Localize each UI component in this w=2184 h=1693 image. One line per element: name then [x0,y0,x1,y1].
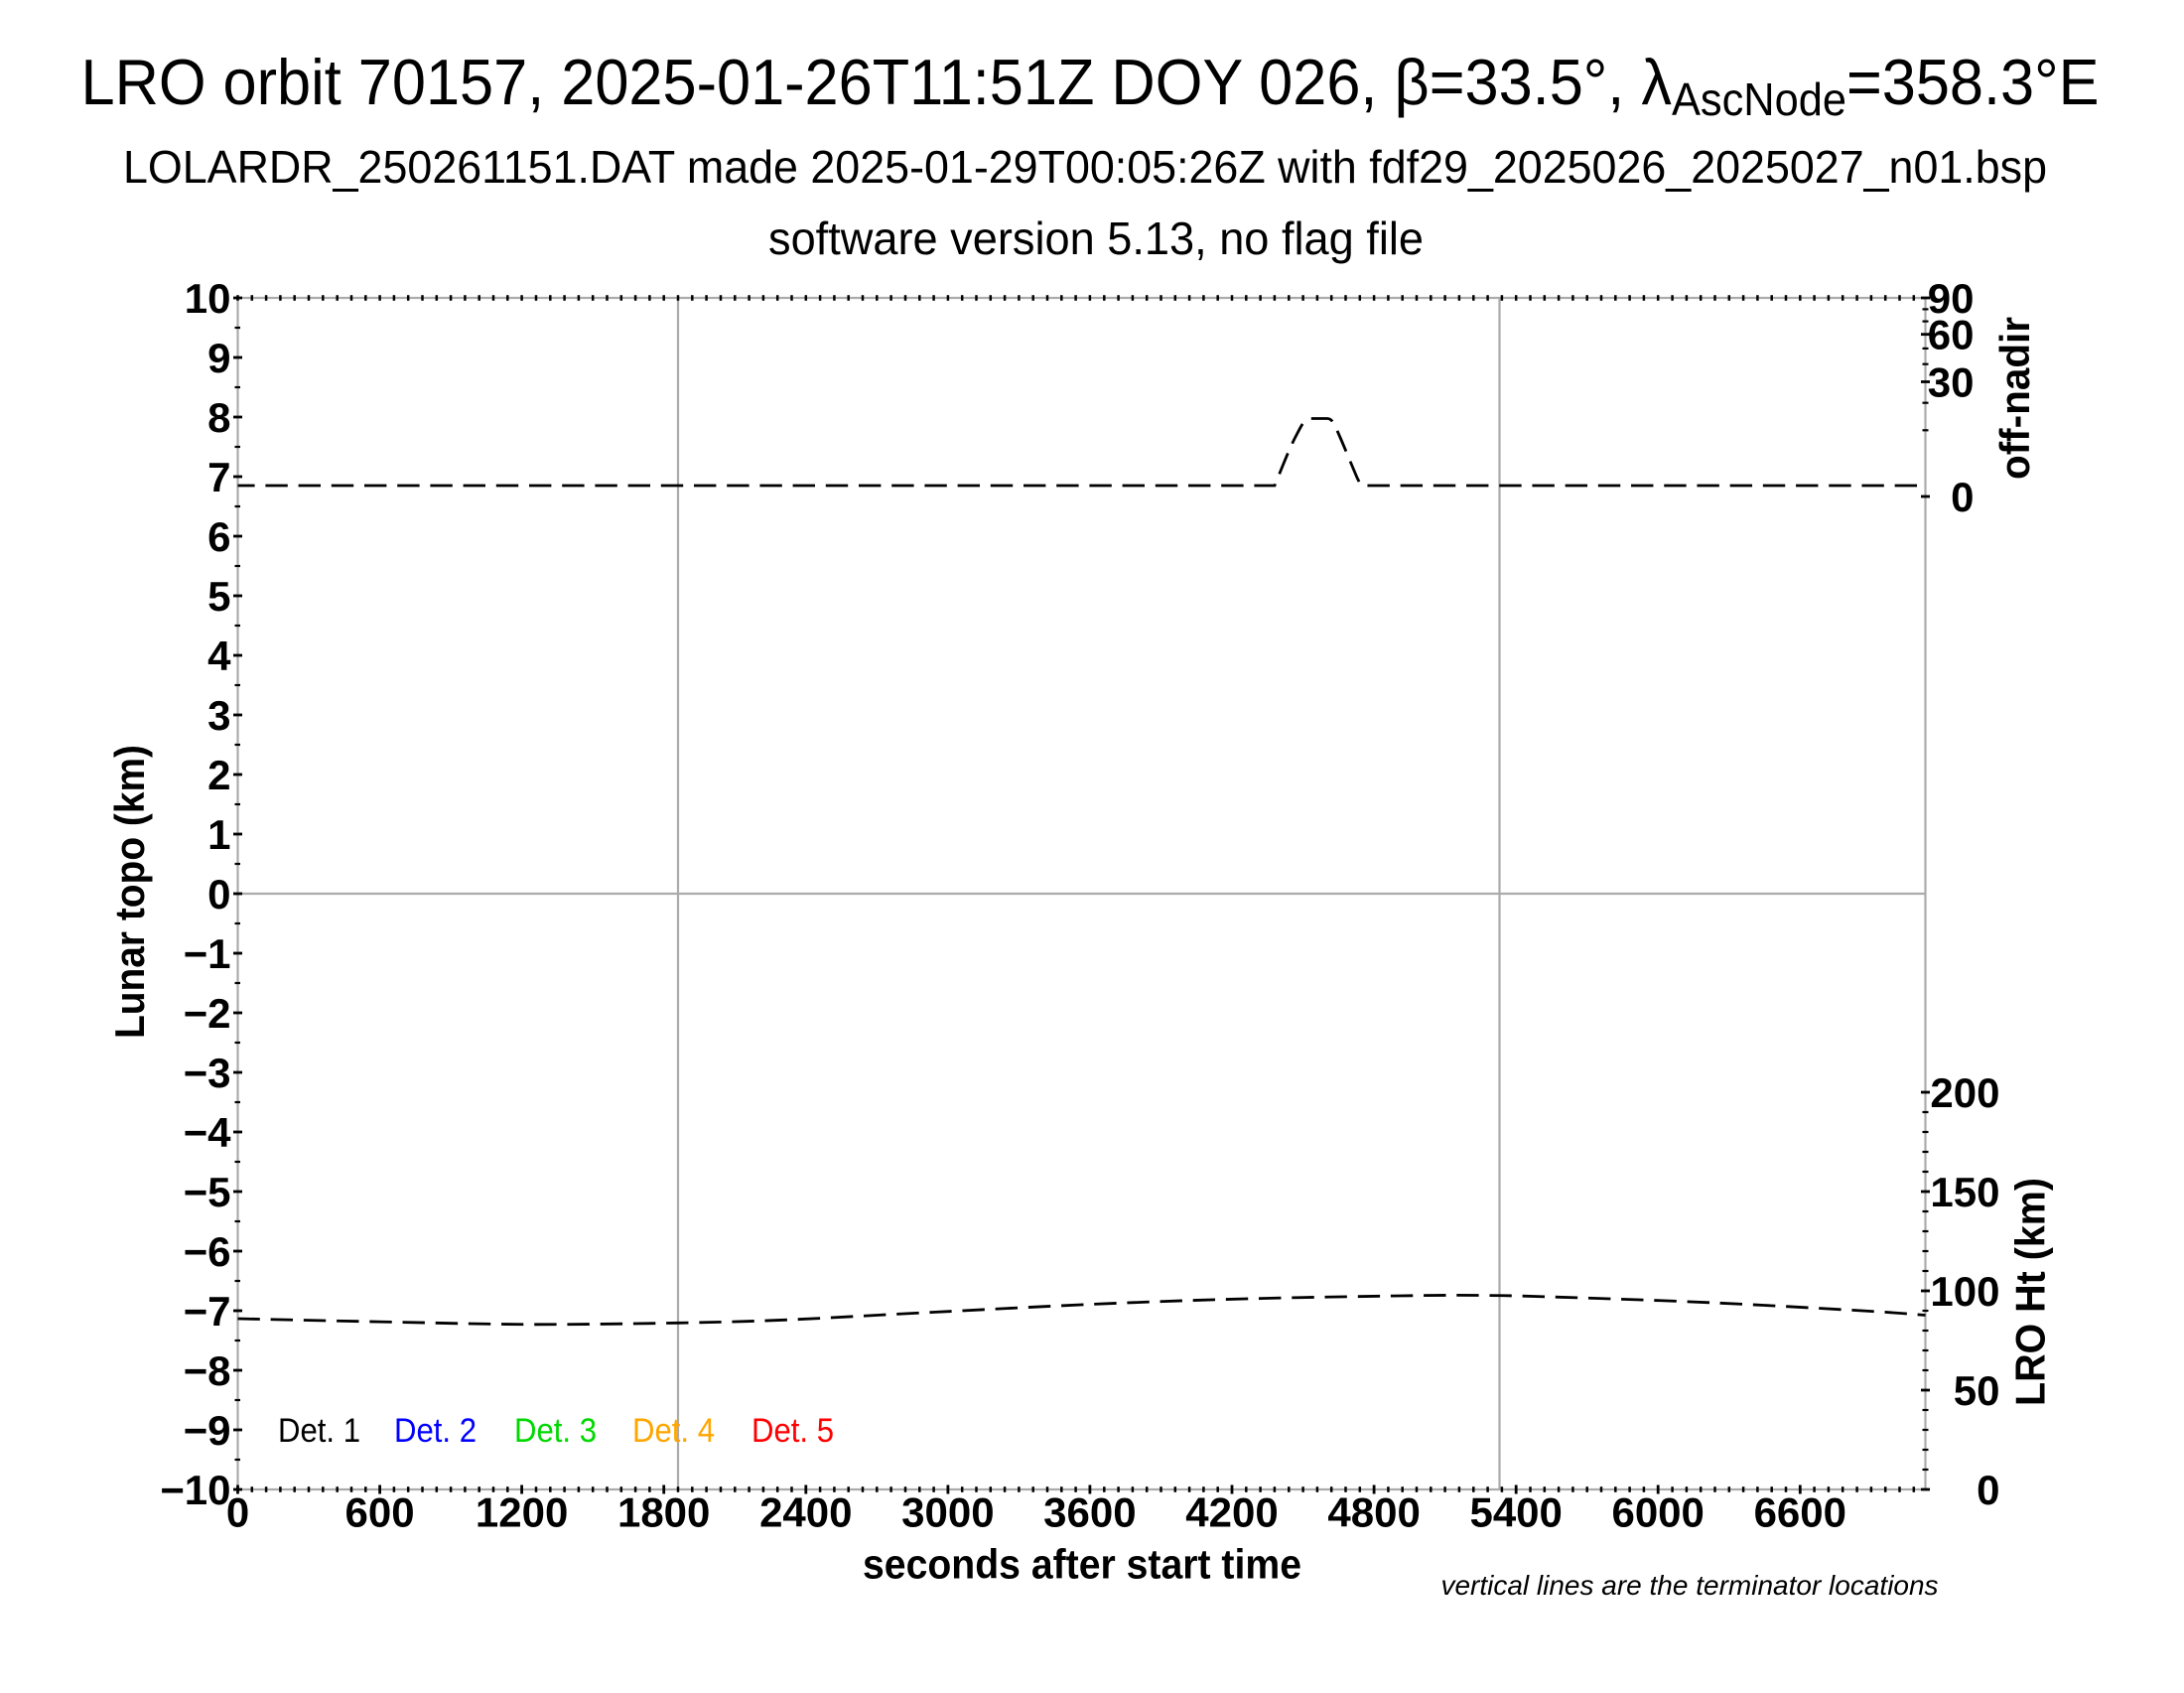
svg-text:−7: −7 [184,1288,231,1335]
svg-text:vertical lines are the termina: vertical lines are the terminator locati… [1440,1570,1938,1601]
svg-text:0: 0 [1951,474,1974,520]
svg-text:0: 0 [207,871,230,917]
svg-text:−3: −3 [184,1050,231,1096]
svg-text:6000: 6000 [1611,1489,1704,1536]
svg-text:LOLARDR_250261151.DAT made 202: LOLARDR_250261151.DAT made 2025-01-29T00… [123,141,2047,193]
svg-text:3: 3 [207,692,230,739]
svg-text:0: 0 [226,1489,249,1536]
svg-text:2400: 2400 [759,1489,852,1536]
svg-text:30: 30 [1928,359,1975,406]
svg-text:seconds after start time: seconds after start time [863,1541,1301,1588]
svg-text:1200: 1200 [476,1489,568,1536]
svg-text:9: 9 [207,335,230,381]
svg-text:−10: −10 [160,1467,230,1513]
svg-text:10: 10 [185,275,231,322]
svg-text:200: 200 [1930,1069,1999,1116]
svg-text:5400: 5400 [1469,1489,1562,1536]
svg-text:−5: −5 [184,1169,231,1215]
svg-text:4800: 4800 [1327,1489,1420,1536]
svg-text:−4: −4 [184,1109,232,1156]
svg-text:50: 50 [1954,1367,2000,1414]
svg-text:150: 150 [1930,1169,1999,1215]
svg-text:LRO Ht (km): LRO Ht (km) [2007,1178,2054,1406]
svg-text:600: 600 [345,1489,415,1536]
svg-text:0: 0 [1977,1467,1999,1513]
svg-text:2: 2 [207,752,230,798]
svg-text:90: 90 [1928,275,1975,322]
svg-text:6: 6 [207,513,230,560]
svg-text:Det. 5: Det. 5 [751,1412,834,1450]
svg-text:100: 100 [1930,1268,1999,1315]
svg-text:−2: −2 [184,990,231,1037]
svg-text:Det. 2: Det. 2 [394,1412,477,1450]
svg-text:3000: 3000 [901,1489,994,1536]
svg-text:−9: −9 [184,1407,231,1454]
svg-text:−6: −6 [184,1228,231,1275]
svg-text:60: 60 [1928,312,1975,358]
svg-text:1: 1 [207,811,230,858]
svg-text:3600: 3600 [1043,1489,1136,1536]
svg-text:6600: 6600 [1754,1489,1846,1536]
svg-text:Det. 4: Det. 4 [632,1412,715,1450]
svg-text:8: 8 [207,394,230,441]
svg-text:Det. 1: Det. 1 [278,1412,360,1450]
svg-text:4: 4 [207,633,231,679]
svg-text:4200: 4200 [1185,1489,1278,1536]
svg-text:off-nadir: off-nadir [1991,317,2038,480]
svg-text:software version 5.13, no flag: software version 5.13, no flag file [768,212,1424,264]
svg-text:−1: −1 [184,930,231,977]
svg-text:Det. 3: Det. 3 [514,1412,597,1450]
svg-text:Lunar topo (km): Lunar topo (km) [106,745,153,1039]
svg-text:5: 5 [207,573,230,620]
svg-text:−8: −8 [184,1347,231,1394]
svg-text:7: 7 [207,454,230,500]
svg-text:1800: 1800 [617,1489,710,1536]
